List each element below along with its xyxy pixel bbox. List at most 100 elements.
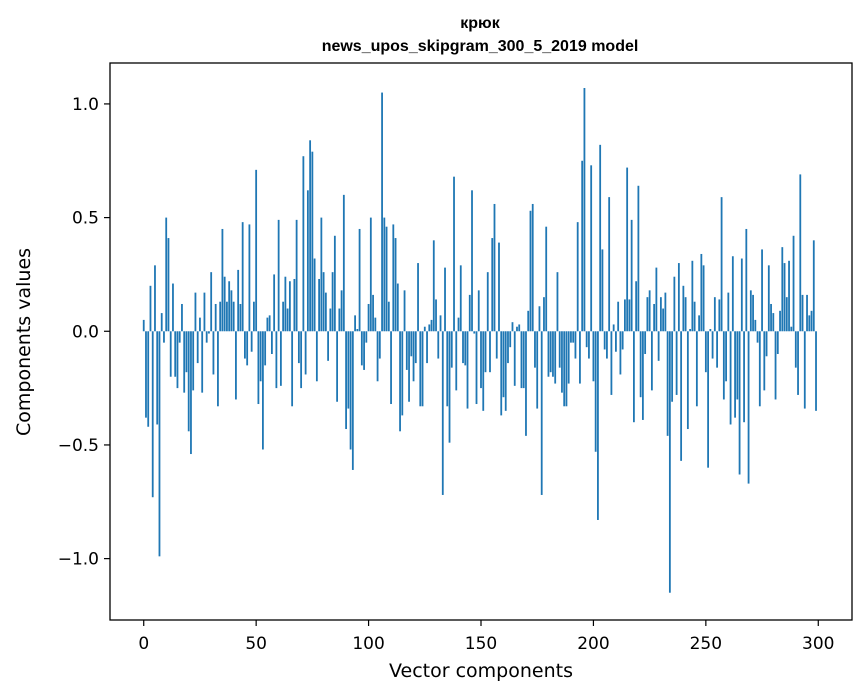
bar-74	[309, 140, 312, 332]
bar-28	[205, 331, 208, 343]
bar-153	[486, 272, 489, 332]
bar-106	[381, 92, 383, 332]
bar-34	[219, 301, 222, 332]
bar-226	[650, 331, 653, 391]
bar-64	[286, 308, 289, 332]
bar-198	[588, 331, 590, 359]
bar-200	[592, 331, 595, 382]
bar-294	[803, 331, 806, 409]
bar-233	[666, 331, 669, 436]
bar-46	[246, 331, 249, 366]
bar-184	[556, 272, 559, 332]
bar-265	[738, 331, 741, 475]
y-axis-ticks: −1.0 −0.5 0.0 0.5 1.0	[58, 95, 110, 570]
bar-253	[711, 331, 714, 359]
bar-279	[770, 303, 772, 332]
bar-166	[516, 326, 518, 332]
bar-69	[297, 331, 300, 364]
bar-237	[675, 331, 678, 395]
bar-160	[502, 331, 505, 398]
bar-165	[513, 331, 516, 386]
bar-139	[455, 331, 458, 391]
bar-274	[758, 331, 761, 407]
bar-53	[262, 331, 264, 450]
bar-297	[810, 310, 813, 332]
bar-59	[275, 331, 278, 389]
bar-229	[657, 331, 660, 361]
bar-225	[648, 290, 651, 332]
bar-111	[392, 224, 395, 332]
bar-298	[812, 240, 815, 332]
bar-100	[367, 303, 370, 332]
bar-24	[196, 331, 199, 364]
bar-105	[378, 331, 381, 359]
bar-278	[767, 265, 770, 332]
bar-48	[250, 331, 253, 352]
bar-163	[509, 331, 512, 348]
y-tick-label: 1.0	[72, 95, 99, 115]
bar-277	[765, 331, 768, 357]
bar-102	[372, 294, 374, 332]
bar-50	[255, 169, 258, 332]
bar-144	[466, 331, 469, 409]
bar-249	[702, 265, 705, 332]
bar-228	[655, 267, 658, 332]
bar-171	[527, 310, 530, 332]
bar-156	[493, 203, 496, 332]
bar-186	[561, 331, 563, 393]
bar-68	[295, 219, 298, 332]
bar-175	[536, 331, 539, 409]
x-tick-label: 250	[690, 634, 722, 654]
bar-98	[363, 331, 365, 370]
bar-150	[480, 331, 482, 389]
bar-136	[448, 331, 451, 443]
bar-63	[284, 276, 287, 332]
bar-164	[511, 322, 514, 332]
bar-271	[752, 294, 754, 332]
bar-272	[754, 319, 757, 332]
bar-113	[396, 283, 399, 332]
bar-291	[797, 331, 799, 395]
bar-23	[194, 292, 197, 332]
bar-52	[259, 331, 262, 382]
bar-218	[633, 331, 635, 423]
bar-33	[217, 331, 219, 407]
bar-293	[801, 294, 804, 332]
bar-262	[731, 256, 734, 332]
y-tick-label: −1.0	[58, 550, 99, 570]
bar-81	[324, 292, 327, 332]
y-axis-label: Components values	[13, 248, 35, 436]
bar-224	[646, 297, 649, 332]
bar-145	[468, 294, 471, 332]
bar-188	[565, 331, 568, 407]
bar-35	[221, 228, 224, 332]
bar-280	[772, 313, 775, 332]
bar-209	[612, 324, 615, 332]
bar-167	[518, 324, 521, 332]
bar-190	[570, 331, 572, 343]
bar-185	[558, 331, 561, 368]
bar-183	[554, 331, 557, 384]
bar-191	[572, 331, 575, 343]
bar-54	[264, 331, 267, 366]
bar-126	[426, 331, 428, 364]
x-tick-label: 150	[465, 634, 497, 654]
bar-170	[525, 331, 527, 436]
bar-89	[342, 194, 345, 332]
bar-26	[201, 331, 204, 393]
bar-148	[475, 331, 478, 405]
bar-47	[248, 224, 251, 332]
bar-215	[626, 167, 629, 332]
bar-244	[691, 260, 694, 332]
bar-77	[315, 331, 318, 382]
bar-193	[576, 222, 579, 332]
bar-99	[365, 331, 368, 343]
bar-78	[318, 278, 321, 332]
bar-220	[637, 185, 640, 332]
bar-90	[345, 331, 347, 430]
bar-2	[147, 331, 150, 427]
bar-223	[644, 331, 647, 354]
bar-13	[172, 283, 174, 332]
bar-110	[390, 331, 392, 405]
bar-201	[594, 331, 597, 452]
